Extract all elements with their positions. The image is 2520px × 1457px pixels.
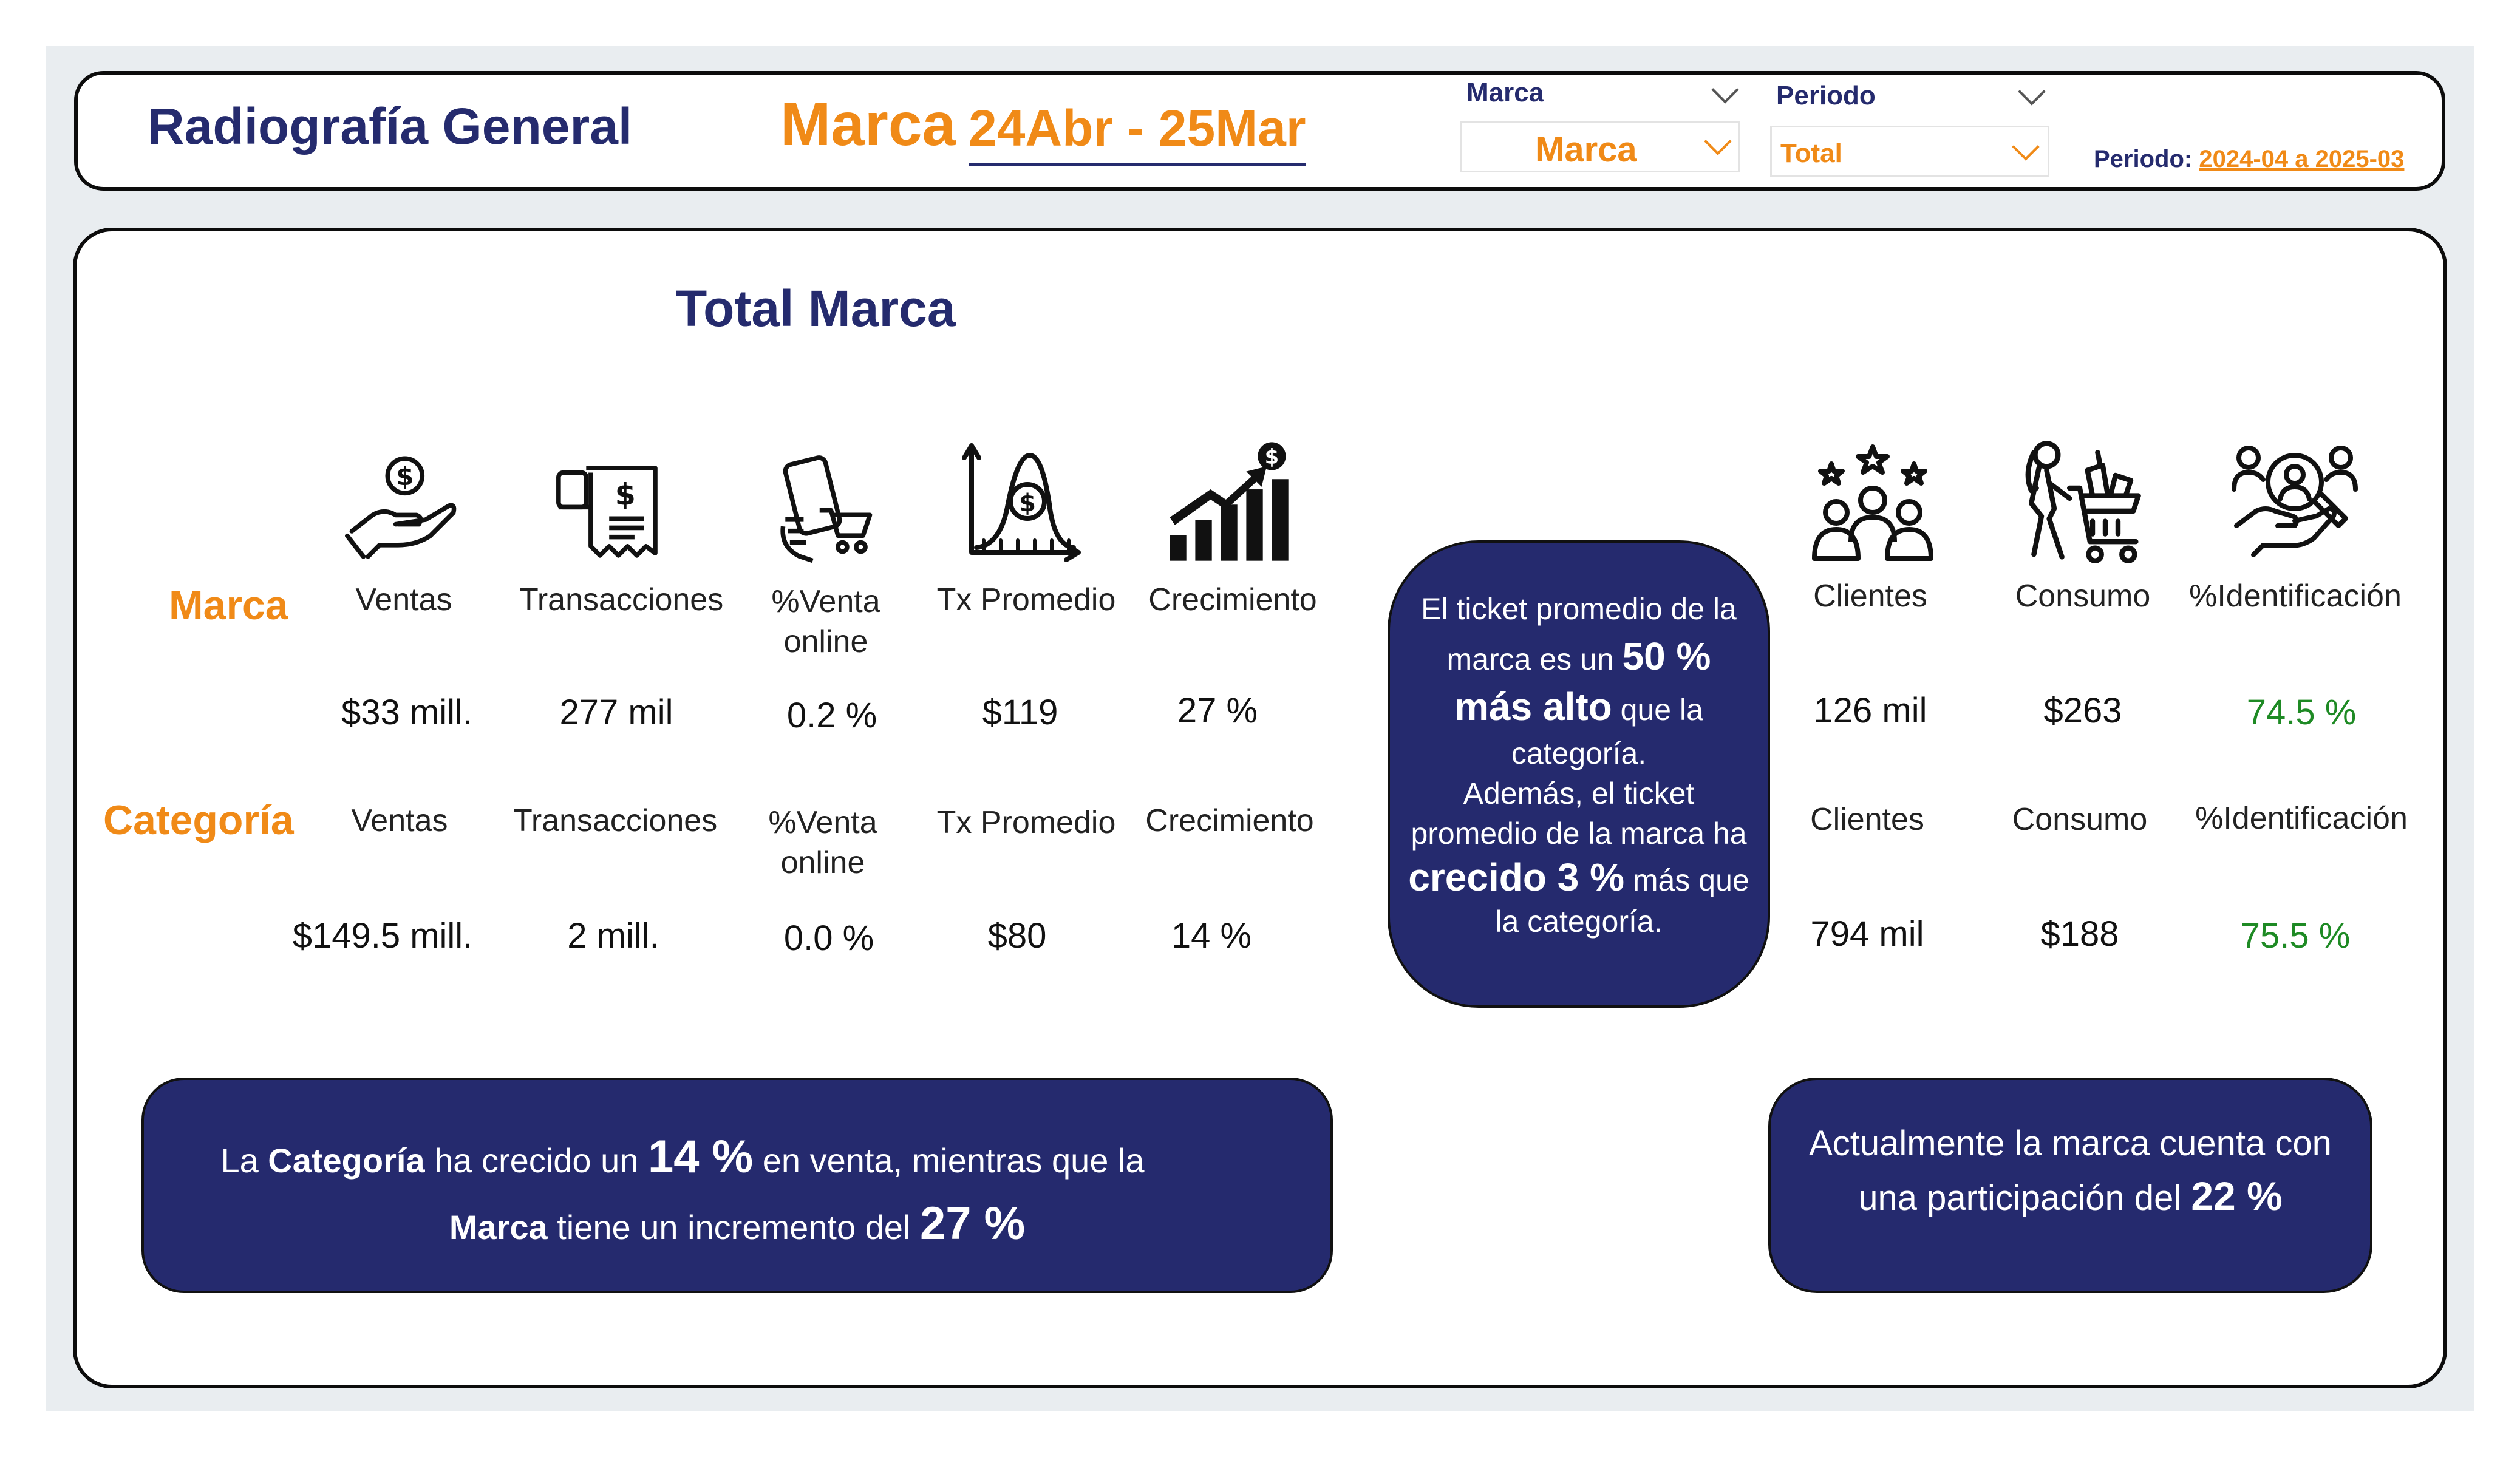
receipt-icon: $ [554, 457, 669, 566]
periodo-slicer-dropdown[interactable]: Total [1770, 126, 2049, 177]
money-hand-icon: $ [345, 450, 460, 566]
venta-online-categoria-value: 0.0 % [783, 919, 874, 958]
period-info-label: Periodo: [2094, 146, 2193, 172]
shopper-cart-icon [2016, 437, 2144, 565]
svg-text:$: $ [1019, 489, 1036, 517]
transacciones-categoria-value: 2 mill. [567, 916, 659, 956]
marca-slicer-value: Marca [1535, 130, 1637, 169]
clientes-categoria-value: 794 mil [1810, 914, 1924, 954]
growth-chart-icon: $ [1165, 441, 1292, 562]
ventas-marca-value: $33 mill. [341, 693, 472, 732]
svg-text:$: $ [396, 461, 414, 491]
crecimiento-categoria-value: 14 % [1171, 916, 1252, 956]
date-range-title: 24Abr - 25Mar [969, 99, 1306, 166]
tx-promedio-marca-value: $119 [982, 693, 1058, 732]
metric-label-consumo: Consumo [2015, 579, 2151, 614]
metric-label-clientes: Clientes [1813, 579, 1927, 614]
customer-identification-icon [2232, 441, 2359, 562]
brand-title: Marca [780, 90, 956, 158]
metric-label-transacciones: Transacciones [519, 582, 724, 617]
clientes-marca-value: 126 mil [1813, 691, 1927, 730]
metric-label-crecimiento-cat: Crecimiento [1145, 803, 1314, 838]
metric-label-ventas-cat: Ventas [351, 803, 448, 838]
marca-slicer-label: Marca [1466, 78, 1544, 107]
chevron-down-icon [2012, 133, 2040, 161]
ticket-insight-bubble: El ticket promedio de la marca es un 50 … [1388, 540, 1770, 1008]
transacciones-marca-value: 277 mil [559, 693, 673, 732]
metric-label-consumo-cat: Consumo [2012, 802, 2148, 837]
period-info: Periodo: 2024-04 a 2025-03 [2094, 146, 2404, 173]
period-info-value: 2024-04 a 2025-03 [2199, 146, 2405, 172]
metric-label-tx-promedio-cat: Tx Promedio [936, 805, 1116, 840]
report-title: Radiografía General [148, 98, 633, 155]
bell-curve-money-icon: $ [959, 443, 1081, 565]
venta-online-marca-value: 0.2 % [786, 696, 877, 735]
metric-label-clientes-cat: Clientes [1810, 802, 1924, 837]
section-title: Total Marca [676, 280, 956, 337]
consumo-categoria-value: $188 [2040, 914, 2119, 954]
metric-label-venta-online: %Venta online [771, 584, 880, 659]
metric-label-venta-online-cat: %Venta online [768, 805, 877, 880]
growth-insight-bubble: La Categoría ha crecido un 14 % en venta… [141, 1078, 1333, 1293]
row-label-categoria: Categoría [103, 797, 294, 843]
identificacion-marca-value: 74.5 % [2246, 693, 2357, 732]
tx-promedio-categoria-value: $80 [987, 916, 1047, 956]
row-label-marca: Marca [169, 582, 288, 628]
svg-text:$: $ [1265, 445, 1279, 469]
crecimiento-marca-value: 27 % [1177, 691, 1258, 730]
identificacion-categoria-value: 75.5 % [2240, 916, 2351, 956]
metric-label-identificacion-cat: %Identificación [2195, 801, 2408, 836]
header-panel [74, 71, 2445, 191]
metric-label-crecimiento: Crecimiento [1148, 582, 1317, 617]
chevron-down-icon [1704, 127, 1732, 155]
customers-stars-icon [1810, 442, 1937, 563]
metric-label-identificacion: %Identificación [2189, 579, 2402, 614]
svg-text:$: $ [615, 477, 636, 512]
metric-label-transacciones-cat: Transacciones [513, 803, 718, 838]
marca-slicer-dropdown[interactable]: Marca [1460, 121, 1740, 172]
periodo-slicer-label: Periodo [1776, 81, 1876, 110]
share-insight-bubble: Actualmente la marca cuenta con una part… [1768, 1078, 2372, 1293]
ventas-categoria-value: $149.5 mill. [292, 916, 473, 956]
consumo-marca-value: $263 [2043, 691, 2122, 730]
mobile-shopping-icon [778, 450, 876, 566]
metric-label-ventas: Ventas [355, 582, 452, 617]
periodo-slicer-value: Total [1780, 138, 1842, 168]
metric-label-tx-promedio: Tx Promedio [936, 582, 1116, 617]
